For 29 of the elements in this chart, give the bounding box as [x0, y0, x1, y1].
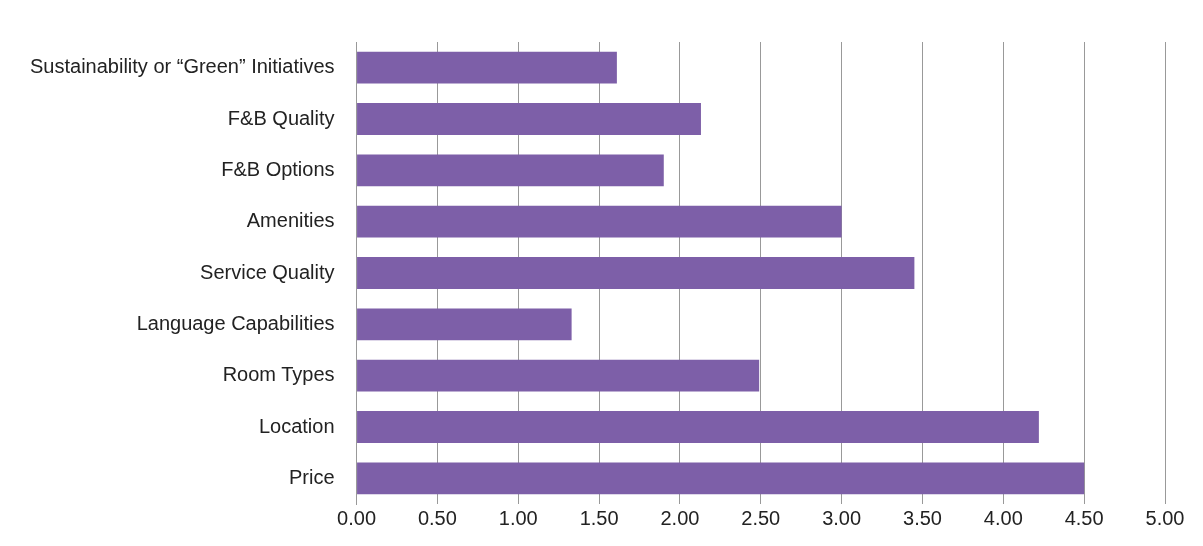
bar [357, 359, 760, 392]
bar [357, 257, 915, 289]
bar [357, 462, 1085, 495]
bar [357, 205, 842, 238]
bar [357, 411, 1039, 443]
x-tick-label: 2.50 [741, 506, 781, 529]
y-tick-label: F&B Quality [227, 106, 335, 129]
x-tick-label: 3.50 [903, 506, 942, 529]
y-tick-label: Service Quality [200, 260, 335, 283]
x-tick-label: 2.00 [660, 506, 700, 529]
y-tick-label: Language Capabilities [136, 311, 335, 334]
y-tick-label: F&B Options [221, 157, 335, 180]
y-tick-label: Room Types [222, 363, 335, 386]
x-tick-label: 5.00 [1145, 506, 1185, 529]
bar [357, 51, 617, 84]
x-tick-label: 1.50 [579, 506, 619, 529]
y-tick-label: Price [288, 465, 335, 488]
x-tick-label: 3.00 [822, 506, 862, 529]
x-tick-label: 0.00 [337, 506, 377, 529]
y-tick-label: Sustainability or “Green” Initiatives [29, 55, 335, 78]
x-tick-label: 4.00 [983, 506, 1023, 529]
y-tick-label: Location [258, 414, 335, 437]
bar [357, 154, 664, 187]
x-tick-label: 1.00 [498, 506, 538, 529]
bar [357, 308, 572, 341]
x-tick-label: 0.50 [417, 506, 457, 529]
x-tick-label: 4.50 [1064, 506, 1104, 529]
bar [357, 103, 701, 135]
y-tick-label: Amenities [246, 209, 335, 232]
